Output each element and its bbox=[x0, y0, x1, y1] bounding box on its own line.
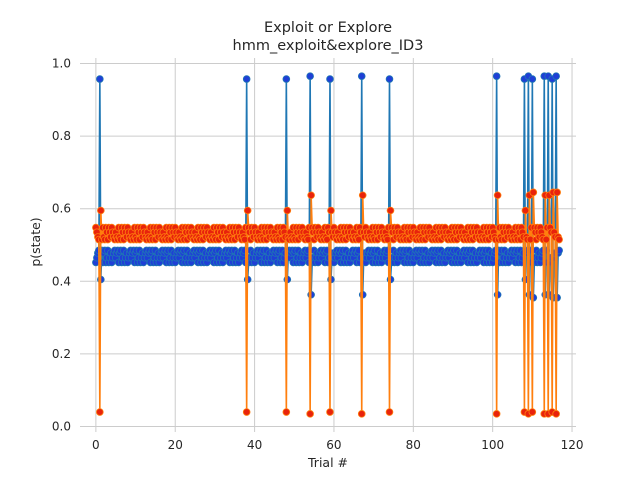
series-2-point bbox=[306, 410, 314, 418]
series-2-point bbox=[555, 235, 563, 244]
series-2-point bbox=[243, 206, 252, 215]
series-2-point bbox=[242, 408, 251, 416]
series-2-point bbox=[493, 191, 502, 200]
series-2-point bbox=[307, 191, 315, 200]
series-1-point bbox=[385, 75, 394, 83]
x-axis-label: Trial # bbox=[307, 455, 348, 470]
series-1-point bbox=[552, 72, 560, 80]
x-tick-label: 100 bbox=[481, 438, 504, 452]
series-1-point bbox=[96, 75, 104, 83]
series-1-point bbox=[282, 75, 291, 83]
x-tick-label: 120 bbox=[561, 438, 584, 452]
y-tick-label: 1.0 bbox=[52, 56, 71, 70]
tick-labels: 0 20 40 60 80 100 120 0.0 0.2 0.4 0.6 0.8 1.0 bbox=[52, 56, 584, 452]
series-2-point bbox=[386, 206, 395, 215]
series-1-point bbox=[357, 72, 366, 80]
series-2-point bbox=[529, 188, 538, 197]
x-tick-label: 20 bbox=[168, 438, 183, 452]
series-2-point bbox=[327, 206, 335, 215]
series-1-point bbox=[492, 72, 501, 80]
series-2-point bbox=[492, 410, 501, 418]
x-tick-label: 60 bbox=[326, 438, 341, 452]
y-tick-label: 0.0 bbox=[52, 420, 71, 434]
series-2-point bbox=[553, 188, 561, 197]
series-2-point bbox=[521, 206, 530, 215]
series-2-point bbox=[326, 408, 334, 416]
chart-subtitle: hmm_exploit&explore_ID3 bbox=[233, 38, 424, 54]
series-layer bbox=[92, 72, 563, 418]
series-2-point bbox=[542, 235, 551, 244]
series-2-point bbox=[528, 408, 537, 416]
y-tick-label: 0.6 bbox=[52, 202, 71, 216]
series-2-point bbox=[385, 408, 394, 416]
series-1-point bbox=[306, 72, 314, 80]
x-tick-label: 40 bbox=[247, 438, 262, 452]
y-tick-label: 0.2 bbox=[52, 347, 71, 361]
x-tick-label: 80 bbox=[406, 438, 421, 452]
series-2-point bbox=[96, 408, 104, 416]
y-tick-label: 0.4 bbox=[52, 274, 71, 288]
series-1-point bbox=[242, 75, 251, 83]
series-2-point bbox=[358, 191, 367, 200]
series-2-point bbox=[97, 206, 105, 215]
series-2-point bbox=[283, 206, 292, 215]
series-1-point bbox=[528, 75, 537, 83]
x-tick-label: 0 bbox=[92, 438, 100, 452]
y-tick-label: 0.8 bbox=[52, 129, 71, 143]
series-2-point bbox=[552, 410, 560, 418]
series-2-point bbox=[282, 408, 291, 416]
y-axis-label: p(state) bbox=[28, 217, 43, 266]
series-1-point bbox=[326, 75, 334, 83]
series-2-point bbox=[357, 410, 366, 418]
chart-title: Exploit or Explore bbox=[264, 20, 392, 36]
